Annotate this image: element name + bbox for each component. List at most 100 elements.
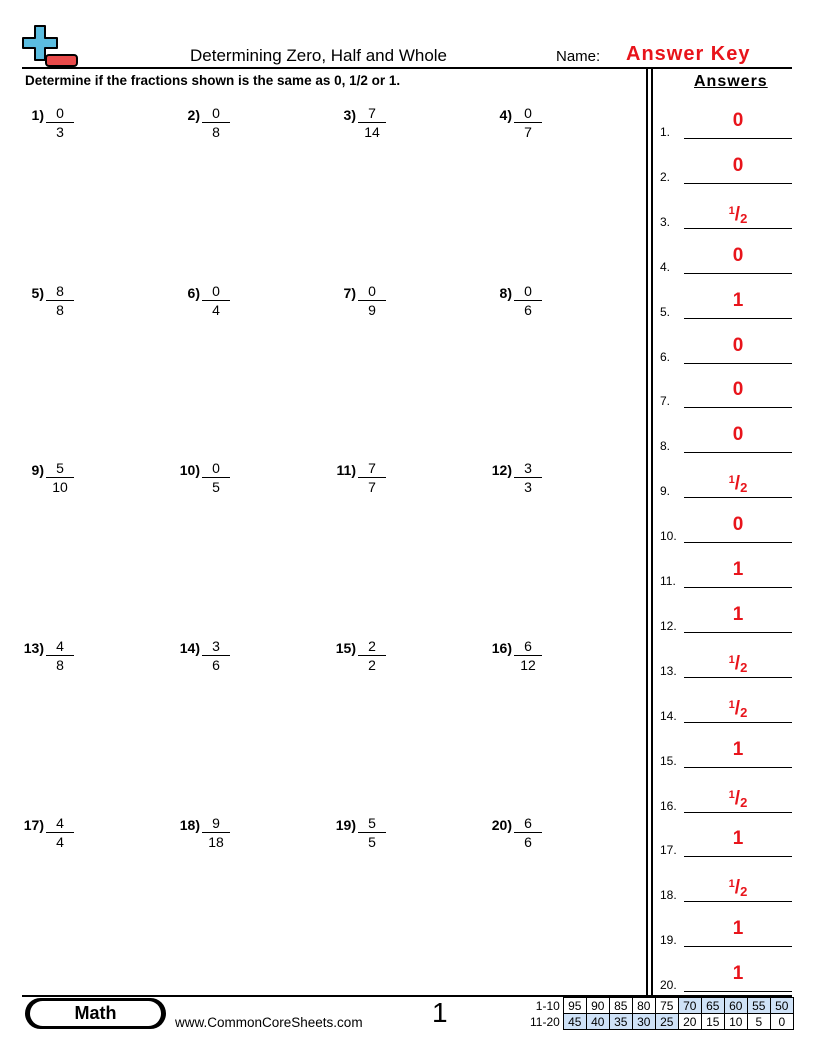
numerator: 0 bbox=[202, 282, 230, 301]
answer-label: 2. bbox=[660, 169, 671, 184]
denominator: 5 bbox=[212, 479, 220, 495]
numerator: 0 bbox=[202, 459, 230, 478]
answer-item: 20. 1 bbox=[660, 961, 795, 993]
numerator: 8 bbox=[46, 282, 74, 301]
answer-value: 1 bbox=[732, 603, 744, 625]
fraction: 6 12 bbox=[514, 637, 542, 674]
denominator: 8 bbox=[56, 657, 64, 673]
problem-number: 2) bbox=[187, 107, 200, 123]
answer-line: 0 bbox=[684, 153, 792, 184]
answer-value: 1/2 bbox=[728, 473, 748, 496]
score-cell: 20 bbox=[677, 1013, 702, 1030]
problem-number: 16) bbox=[491, 640, 512, 656]
answer-item: 19. 1 bbox=[660, 917, 795, 948]
problem-number: 14) bbox=[179, 640, 200, 656]
denominator: 12 bbox=[520, 657, 536, 673]
denominator: 9 bbox=[368, 302, 376, 318]
numerator: 7 bbox=[358, 459, 386, 478]
answer-line: 1/2 bbox=[684, 871, 792, 903]
answer-label: 1. bbox=[660, 125, 671, 139]
score-cell: 55 bbox=[746, 997, 771, 1014]
score-cell: 50 bbox=[769, 997, 794, 1014]
answer-item: 3. 1/2 bbox=[660, 199, 795, 229]
numerator: 0 bbox=[202, 104, 230, 123]
numerator: 2 bbox=[358, 637, 386, 656]
numerator: 4 bbox=[46, 637, 74, 656]
denominator: 3 bbox=[524, 479, 532, 495]
answer-label: 5. bbox=[660, 304, 671, 319]
answer-label: 9. bbox=[660, 484, 671, 499]
problem-number: 12) bbox=[491, 462, 512, 478]
score-cell: 65 bbox=[700, 997, 725, 1014]
problem-number: 15) bbox=[335, 640, 356, 656]
name-value: Answer Key bbox=[626, 43, 751, 65]
problem-number: 11) bbox=[336, 462, 356, 478]
score-cell: 70 bbox=[677, 997, 702, 1014]
score-table: 1-10 95 90 85 80 75 70 65 60 55 50 11-20 45 40 35 30 25 2… bbox=[527, 997, 794, 1030]
problem-item: 16) 6 12 bbox=[482, 638, 632, 687]
denominator: 4 bbox=[56, 834, 64, 850]
answer-item: 17. 1 bbox=[660, 826, 795, 858]
answer-value: 1 bbox=[732, 918, 744, 940]
denominator: 14 bbox=[364, 124, 380, 140]
answer-item: 10. 0 bbox=[660, 513, 795, 544]
problem-number: 10) bbox=[179, 462, 200, 478]
answer-item: 15. 1 bbox=[660, 738, 795, 768]
answer-value: 0 bbox=[732, 424, 744, 446]
answer-line: 0 bbox=[684, 243, 792, 274]
numerator: 0 bbox=[46, 104, 74, 123]
numerator: 3 bbox=[202, 637, 230, 656]
numerator: 6 bbox=[514, 637, 542, 656]
denominator: 4 bbox=[212, 302, 220, 318]
answer-item: 13. 1/2 bbox=[660, 648, 795, 678]
answer-value: 1 bbox=[732, 559, 744, 580]
answer-line: 1 bbox=[684, 602, 792, 633]
answer-line: 1 bbox=[684, 826, 792, 858]
answer-label: 13. bbox=[660, 663, 677, 678]
answer-label: 20. bbox=[660, 978, 677, 993]
numerator: 5 bbox=[46, 459, 74, 478]
column-divider bbox=[646, 68, 648, 996]
answer-line: 1/2 bbox=[684, 692, 792, 723]
answer-value: 0 bbox=[732, 379, 744, 401]
denominator: 3 bbox=[56, 124, 64, 140]
answer-item: 1. 0 bbox=[660, 109, 795, 139]
numerator: 7 bbox=[358, 104, 386, 123]
answer-item: 16. 1/2 bbox=[660, 783, 795, 813]
answer-item: 2. 0 bbox=[660, 154, 795, 184]
score-cell: 80 bbox=[631, 997, 656, 1014]
instructions: Determine if the fractions shown is the … bbox=[25, 73, 401, 88]
score-cell: 75 bbox=[654, 997, 679, 1014]
footer-divider bbox=[22, 995, 792, 997]
problem-number: 8) bbox=[499, 285, 512, 301]
problem-number: 5) bbox=[31, 285, 44, 301]
answer-line: 0 bbox=[684, 422, 792, 454]
denominator: 7 bbox=[524, 124, 532, 140]
numerator: 6 bbox=[514, 814, 542, 833]
score-cell: 95 bbox=[562, 997, 587, 1014]
answer-line: 1 bbox=[684, 961, 792, 993]
column-divider bbox=[651, 68, 653, 996]
numerator: 4 bbox=[46, 814, 74, 833]
score-cell: 60 bbox=[723, 997, 748, 1014]
denominator: 7 bbox=[368, 479, 376, 495]
answer-line: 1/2 bbox=[684, 198, 792, 229]
numerator: 5 bbox=[358, 814, 386, 833]
answer-item: 11. 1 bbox=[660, 558, 795, 588]
problem-item: 9) 5 10 bbox=[14, 460, 164, 509]
fraction: 7 14 bbox=[358, 104, 386, 141]
